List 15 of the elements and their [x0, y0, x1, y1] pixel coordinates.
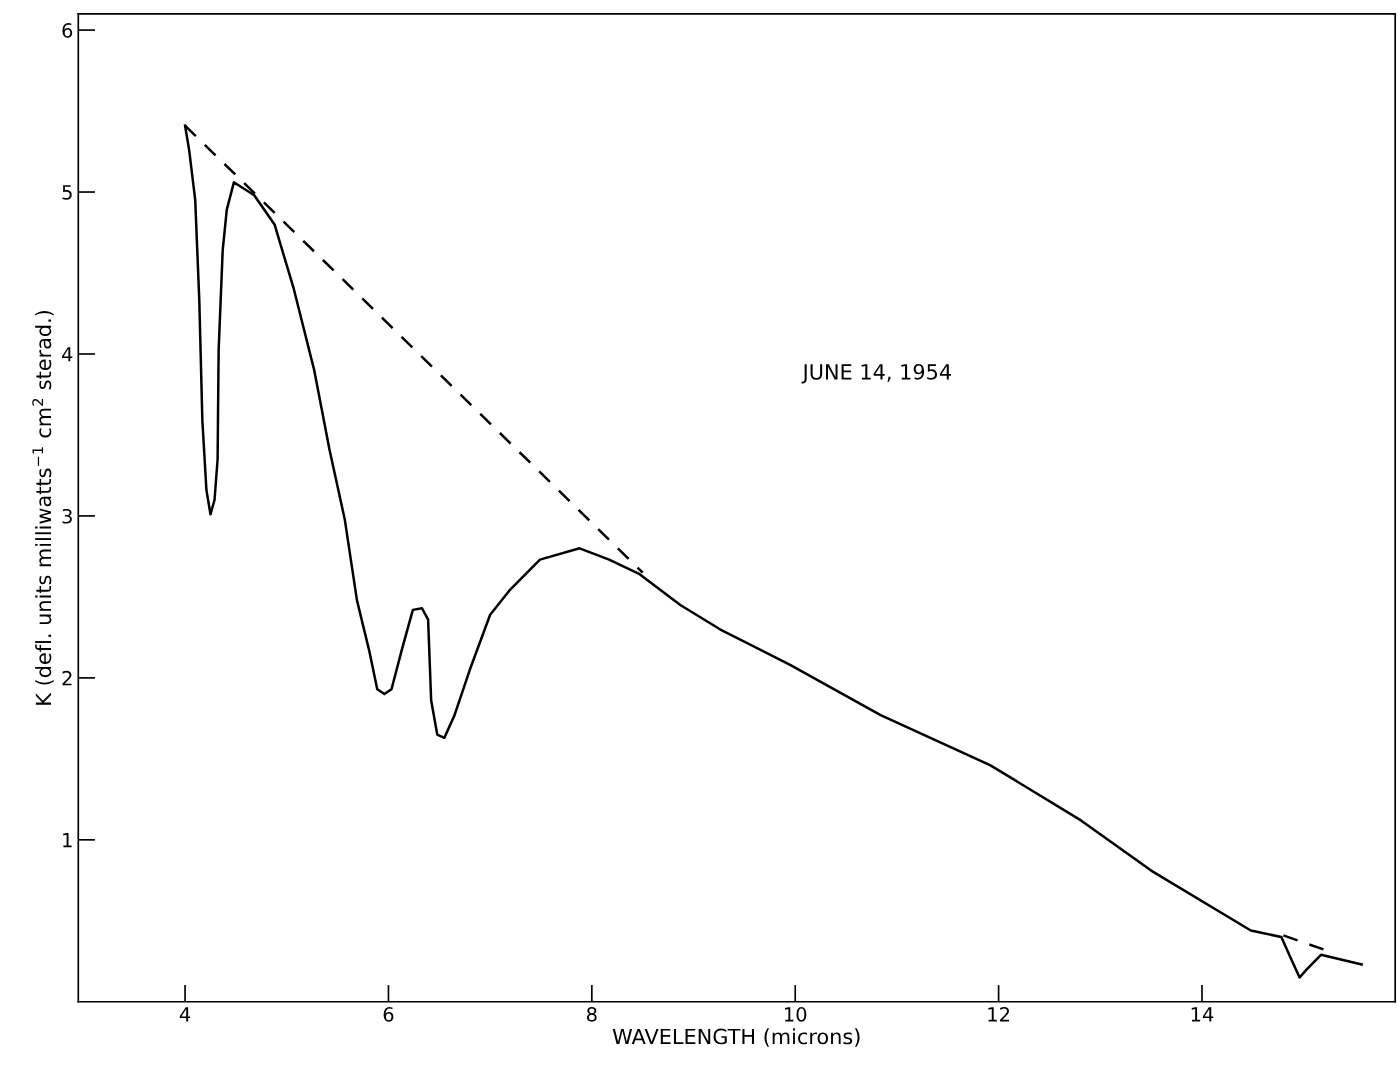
x-axis-title: WAVELENGTH (microns): [612, 1028, 860, 1047]
annotation: JUNE 14, 1954: [801, 363, 951, 384]
y-axis-title: K (defl. units milliwatts$^{−1}$ cm$^{2}$ sterad.): [32, 310, 54, 705]
y-tick-label: 6: [62, 23, 73, 38]
x-tick-label: 10: [784, 1006, 807, 1022]
y-tick-label: 2: [62, 670, 72, 686]
x-tick-label: 4: [179, 1007, 191, 1022]
x-tick-label: 6: [383, 1006, 394, 1022]
y-tick-label: 5: [62, 185, 72, 200]
x-tick-label: 12: [988, 1006, 1010, 1022]
x-tick-label: 14: [1191, 1007, 1214, 1022]
y-tick-label: 4: [62, 347, 73, 362]
y-tick-label: 3: [62, 508, 72, 524]
x-tick-label: 8: [586, 1006, 597, 1022]
y-tick-label: 1: [63, 833, 72, 848]
